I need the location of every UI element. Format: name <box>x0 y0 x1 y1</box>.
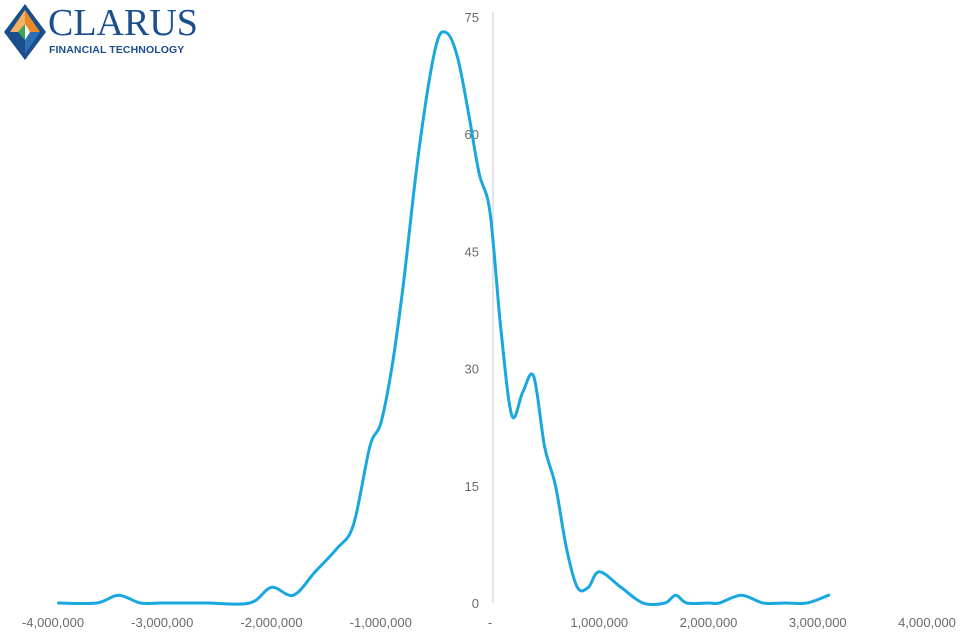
series-line <box>57 30 831 606</box>
x-tick-label: 3,000,000 <box>789 615 847 630</box>
y-tick-label: 45 <box>465 244 479 259</box>
x-tick-label: 1,000,000 <box>570 615 628 630</box>
logo-tagline: FINANCIAL TECHNOLOGY <box>49 44 185 56</box>
x-tick-label: -1,000,000 <box>350 615 412 630</box>
x-tick-label: - <box>488 615 492 630</box>
x-tick-label: -3,000,000 <box>131 615 193 630</box>
x-tick-label: 4,000,000 <box>898 615 956 630</box>
x-axis-ticks: -4,000,000 -3,000,000 -2,000,000 -1,000,000… <box>22 615 956 630</box>
y-tick-label: 75 <box>465 10 479 25</box>
diamond-logo-icon <box>4 4 46 60</box>
clarus-logo: CLARUS FINANCIAL TECHNOLOGY <box>2 2 198 62</box>
x-tick-label: -4,000,000 <box>22 615 84 630</box>
logo-brand-text: CLARUS <box>48 2 198 44</box>
y-tick-label: 15 <box>465 479 479 494</box>
y-tick-label: 30 <box>465 362 479 377</box>
y-tick-label: 0 <box>472 596 479 611</box>
x-tick-label: 2,000,000 <box>680 615 738 630</box>
x-tick-label: -2,000,000 <box>240 615 302 630</box>
